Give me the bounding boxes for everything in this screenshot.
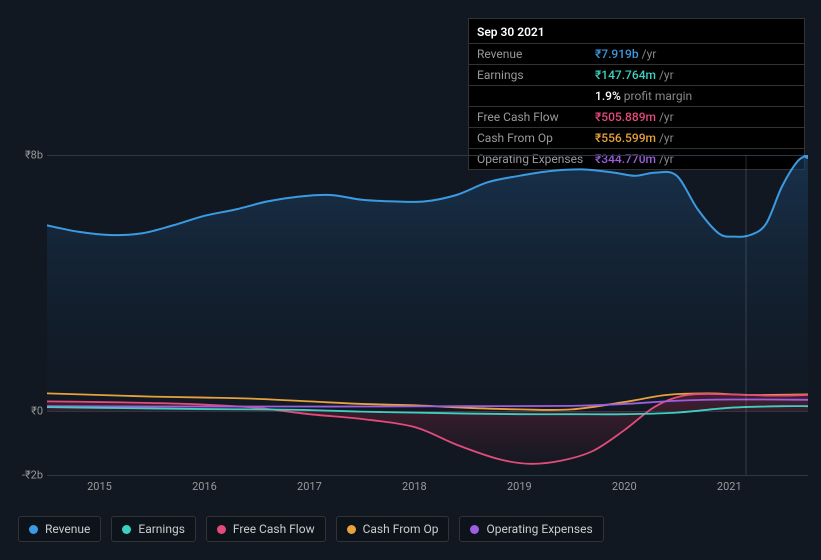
tooltip-row-suffix: /yr: [659, 131, 674, 145]
y-tick-label: ₹8b: [15, 149, 43, 162]
chart-area: ₹8b₹0-₹2b 2015201620172018201920202021: [15, 155, 808, 475]
tooltip-row: Free Cash Flow₹505.889m/yr: [469, 107, 804, 128]
tooltip-row-suffix: /yr: [659, 110, 674, 124]
chart-svg: [47, 155, 808, 475]
legend-swatch: [122, 525, 131, 534]
legend-item[interactable]: Revenue: [18, 516, 101, 542]
tooltip-row-label: Earnings: [477, 68, 595, 82]
legend-item[interactable]: Free Cash Flow: [206, 516, 326, 542]
legend-label: Cash From Op: [363, 522, 439, 536]
legend-item[interactable]: Earnings: [111, 516, 196, 542]
y-tick-label: ₹0: [15, 405, 43, 418]
tooltip-row-suffix: /yr: [659, 68, 674, 82]
tooltip-row: Revenue₹7.919b/yr: [469, 44, 804, 65]
tooltip-row: Earnings₹147.764m/yr: [469, 65, 804, 86]
x-tick-label: 2020: [612, 480, 637, 493]
legend-item[interactable]: Operating Expenses: [459, 516, 603, 542]
tooltip-rows: Revenue₹7.919b/yrEarnings₹147.764m/yr1.9…: [469, 44, 804, 169]
y-tick-label: -₹2b: [15, 469, 43, 482]
chart-legend: Revenue Earnings Free Cash Flow Cash From O…: [18, 516, 604, 542]
tooltip-row-label: Revenue: [477, 47, 595, 61]
tooltip-date: Sep 30 2021: [469, 19, 804, 44]
tooltip-row-value: ₹505.889m: [595, 110, 656, 124]
series-area-revenue: [47, 155, 808, 411]
tooltip-row-value: ₹147.764m: [595, 68, 656, 82]
legend-swatch: [217, 525, 226, 534]
tooltip-row-label: Free Cash Flow: [477, 110, 595, 124]
x-tick-label: 2018: [402, 480, 427, 493]
legend-swatch: [29, 525, 38, 534]
chart-tooltip: Sep 30 2021 Revenue₹7.919b/yrEarnings₹14…: [468, 18, 805, 170]
legend-label: Operating Expenses: [486, 522, 592, 536]
x-tick-label: 2015: [87, 480, 112, 493]
tooltip-row-value: ₹556.599m: [595, 131, 656, 145]
tooltip-sub-row: 1.9% profit margin: [469, 86, 804, 107]
legend-swatch: [470, 525, 479, 534]
x-tick-label: 2021: [717, 480, 742, 493]
legend-label: Free Cash Flow: [233, 522, 315, 536]
tooltip-row-label: Cash From Op: [477, 131, 595, 145]
legend-label: Revenue: [45, 522, 90, 536]
crosshair-line: [745, 155, 747, 475]
legend-swatch: [347, 525, 356, 534]
plot-region[interactable]: [47, 155, 808, 475]
tooltip-row-suffix: /yr: [642, 47, 657, 61]
x-tick-label: 2019: [507, 480, 532, 493]
legend-item[interactable]: Cash From Op: [336, 516, 450, 542]
tooltip-row-value: ₹7.919b: [595, 47, 639, 61]
gridline: [47, 475, 808, 476]
x-tick-label: 2016: [192, 480, 217, 493]
tooltip-row: Cash From Op₹556.599m/yr: [469, 128, 804, 149]
legend-label: Earnings: [138, 522, 185, 536]
x-tick-label: 2017: [297, 480, 322, 493]
